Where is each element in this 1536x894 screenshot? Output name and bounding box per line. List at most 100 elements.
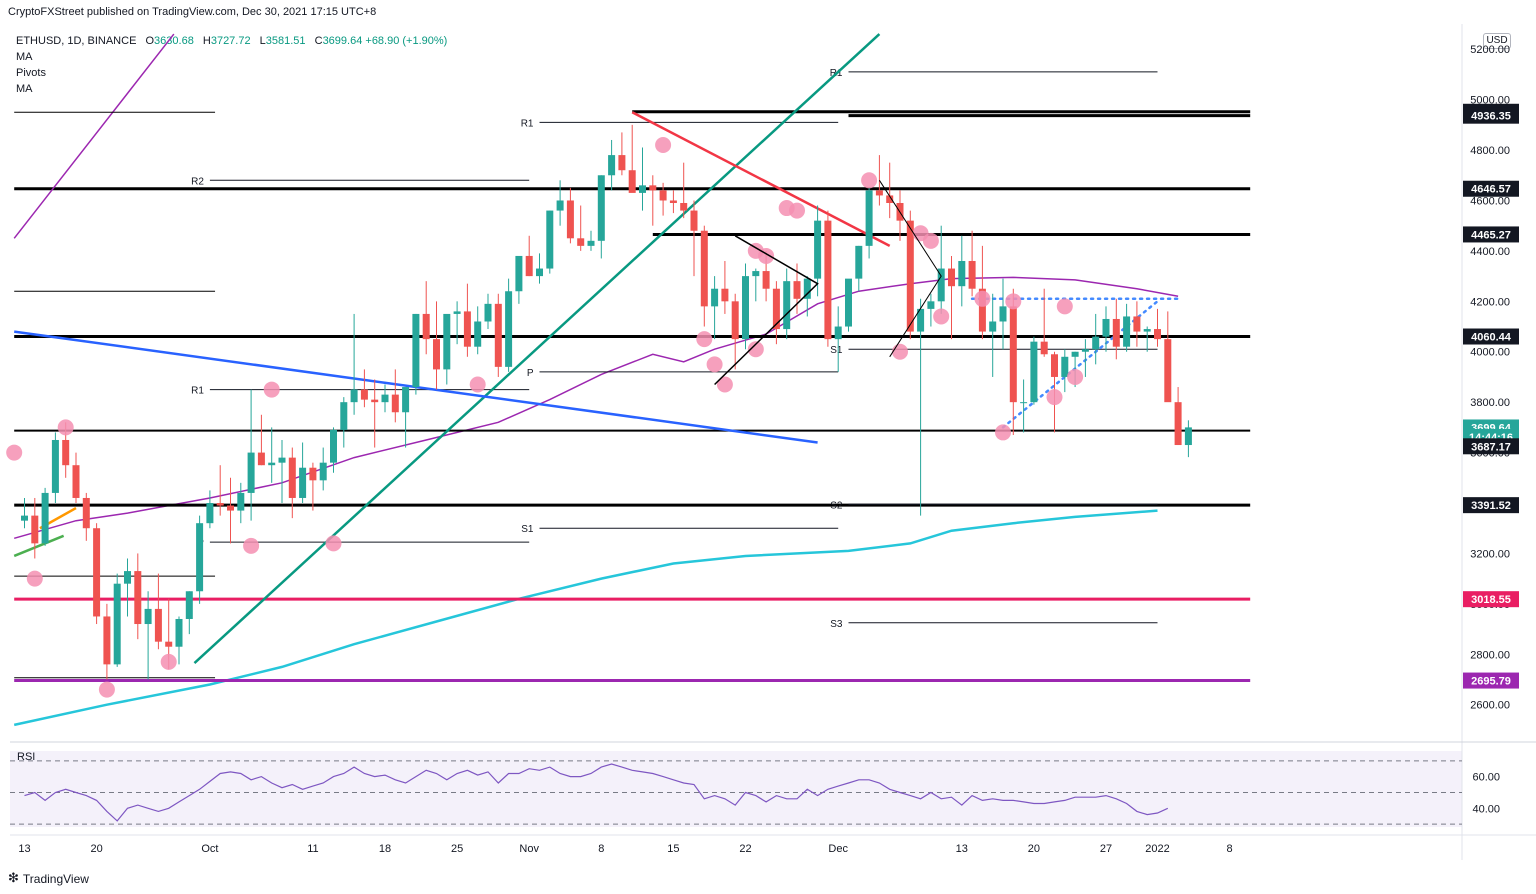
price-tick-label: 3200.00: [1470, 548, 1510, 560]
swing-marker: [716, 376, 733, 393]
rsi-band: [10, 751, 1462, 827]
candle-body: [845, 278, 852, 327]
time-axis[interactable]: 13 20 Oct 11 18 25 Nov 8 15 22 Dec 13 20 27 2022 8: [18, 843, 1232, 855]
candle-body: [1154, 329, 1161, 340]
candle-body: [237, 492, 245, 511]
candle-body: [350, 389, 358, 403]
time-tick-label: 11: [307, 843, 318, 855]
swing-marker: [469, 376, 486, 393]
swing-marker: [655, 137, 672, 154]
trendline: [193, 33, 881, 665]
candle-body: [1174, 402, 1182, 446]
indicator-ma-2[interactable]: MA: [16, 83, 33, 95]
swing-marker: [1005, 293, 1022, 310]
indicator-pivots[interactable]: Pivots: [16, 67, 46, 79]
price-badge-label: 3391.52: [1471, 500, 1511, 512]
time-tick-label: 20: [1028, 843, 1040, 855]
patterns: [714, 180, 942, 386]
pivot-label: P: [527, 368, 534, 379]
tradingview-logo-icon: ❇: [8, 871, 19, 886]
candle-body: [124, 571, 131, 584]
candle-body: [31, 515, 39, 544]
candle-body: [875, 190, 883, 196]
candle-body: [1009, 306, 1017, 403]
candle-body: [247, 452, 255, 493]
price-badge-label: 3018.55: [1471, 594, 1511, 606]
candle-body: [82, 497, 90, 529]
time-tick-label: 15: [667, 843, 679, 855]
change-value: +68.90 (+1.90%): [365, 35, 448, 47]
candle-body: [1184, 427, 1192, 446]
rsi-line: [24, 763, 1169, 822]
time-tick-label: 2022: [1145, 843, 1169, 855]
candle-body: [227, 505, 234, 511]
currency-button[interactable]: USD: [1483, 33, 1511, 49]
price-badge: [1463, 180, 1519, 197]
candle-body: [433, 339, 440, 370]
swing-marker: [6, 444, 23, 461]
candles: [21, 124, 1192, 680]
candle-body: [803, 278, 811, 299]
candle-body: [330, 429, 337, 463]
candle-body: [268, 462, 276, 466]
price-badge: [1463, 226, 1519, 243]
legend: ETHUSD, 1D, BINANCE O3630.68 H3727.72 L3…: [16, 33, 447, 97]
time-tick-label: Oct: [201, 843, 218, 855]
time-tick-label: 8: [1227, 843, 1233, 855]
rsi-tick-label: 40.00: [1472, 803, 1500, 815]
tradingview-brand: TradingView: [22, 871, 89, 886]
candle-body: [731, 301, 739, 340]
time-tick-label: Nov: [519, 843, 539, 855]
price-badge-label: 4936.35: [1471, 111, 1511, 123]
candle-body: [360, 389, 368, 400]
time-tick-label: 13: [956, 843, 968, 855]
price-tick-label: 4200.00: [1470, 296, 1510, 308]
swing-marker: [57, 419, 74, 436]
pivot-label: S3: [830, 619, 843, 630]
rsi-title: RSI: [17, 751, 35, 763]
swing-marker: [892, 343, 908, 360]
candle-body: [608, 155, 616, 176]
swing-marker: [861, 172, 878, 189]
footer[interactable]: ❇ TradingView: [8, 871, 89, 886]
price-axis[interactable]: 2600.002800.003000.003200.003400.003600.…: [1470, 44, 1510, 711]
symbol-label[interactable]: ETHUSD, 1D, BINANCE: [16, 35, 137, 47]
candle-body: [989, 321, 997, 332]
candle-body: [288, 457, 296, 498]
candle-body: [948, 268, 955, 287]
candle-body: [51, 439, 59, 493]
price-tick-label: 5000.00: [1470, 95, 1510, 107]
price-tick-label: 2800.00: [1470, 649, 1510, 661]
swing-marker: [160, 653, 177, 670]
candle-body: [834, 326, 842, 340]
time-tick-label: 18: [379, 843, 391, 855]
candle-body: [680, 203, 688, 211]
price-labels: 4951.834936.354646.574465.274060.443699.…: [1463, 103, 1519, 689]
price-tick-label: 4800.00: [1470, 145, 1510, 157]
candle-body: [618, 155, 626, 171]
candle-body: [206, 503, 214, 524]
price-badge-label: 4465.27: [1471, 229, 1511, 241]
candle-body: [1123, 316, 1131, 347]
candle-body: [1143, 329, 1151, 332]
candle-body: [402, 387, 410, 413]
candle-body: [597, 175, 605, 241]
candle-body: [762, 271, 770, 289]
candle-body: [783, 281, 791, 330]
candle-body: [309, 467, 317, 481]
candle-body: [62, 439, 70, 466]
candle-body: [257, 452, 265, 466]
indicator-ma-1[interactable]: MA: [16, 51, 33, 63]
candle-body: [299, 467, 307, 498]
price-tick-label: 4400.00: [1470, 246, 1510, 258]
price-tick-label: 3800.00: [1470, 397, 1510, 409]
candle-body: [700, 230, 708, 307]
candle-body: [154, 608, 162, 642]
candle-body: [484, 303, 492, 322]
swing-markers: [6, 137, 1084, 698]
swing-marker: [98, 681, 115, 698]
swing-marker: [263, 381, 280, 398]
candle-body: [72, 465, 80, 498]
candle-body: [886, 195, 894, 203]
